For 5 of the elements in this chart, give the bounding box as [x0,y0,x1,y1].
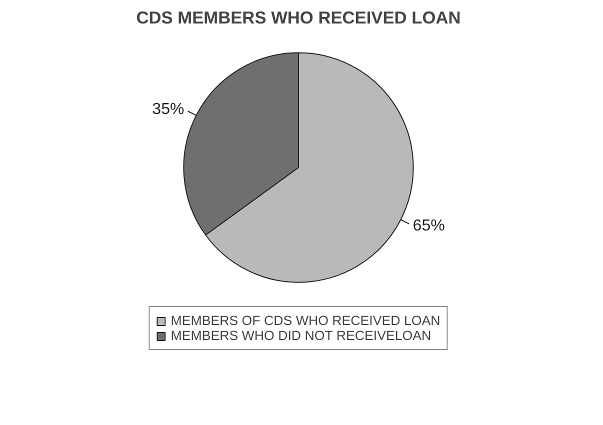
legend-label: MEMBERS WHO DID NOT RECEIVELOAN [170,328,432,343]
legend-label: MEMBERS OF CDS WHO RECEIVED LOAN [170,313,440,328]
chart-title: CDS MEMBERS WHO RECEIVED LOAN [136,8,461,28]
data-label: 65% [412,217,445,234]
data-label: 35% [152,100,184,118]
